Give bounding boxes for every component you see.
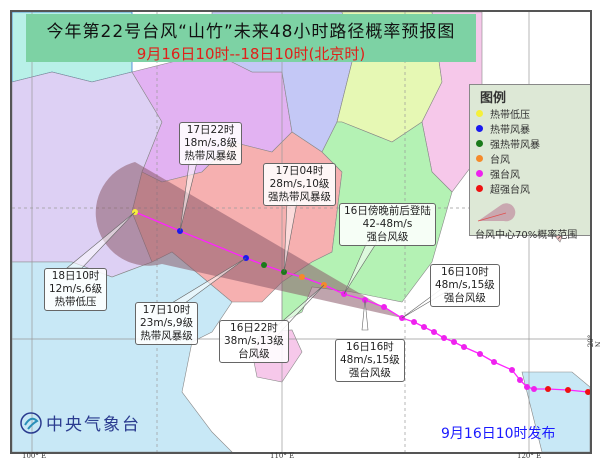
typhoon-symbol-icon xyxy=(476,140,483,147)
legend-item-label: 台风 xyxy=(490,155,510,166)
legend-item-label: 超强台风 xyxy=(490,185,530,196)
lon-label-120: 120° E xyxy=(517,452,542,460)
legend-item-label: 热带风暴 xyxy=(490,125,530,136)
label-wind: 18m/s,8级 xyxy=(184,137,238,149)
label-time: 16日傍晚前后登陆 xyxy=(344,205,431,217)
label-wind: 48m/s,15级 xyxy=(435,279,495,291)
track-point xyxy=(531,386,537,392)
track-point xyxy=(341,291,347,297)
track-point xyxy=(132,209,138,215)
track-point xyxy=(177,228,183,234)
map-frame: 今年第22号台风“山竹”未来48小时路径概率预报图 9月16日10时--18日1… xyxy=(10,10,592,454)
label-16d16h: 16日16时 48m/s,15级 强台风级 xyxy=(335,339,405,382)
label-wind: 23m/s,9级 xyxy=(140,317,194,329)
track-point xyxy=(399,315,405,321)
legend-item: 台风 xyxy=(476,151,590,166)
track-point xyxy=(321,282,327,288)
typhoon-symbol-icon xyxy=(476,185,483,192)
typhoon-symbol-icon xyxy=(476,125,483,132)
label-level: 热带风暴级 xyxy=(140,330,193,342)
label-level: 台风级 xyxy=(238,348,270,360)
label-time: 16日10时 xyxy=(441,266,489,278)
label-time: 17日04时 xyxy=(275,165,324,177)
track-point xyxy=(441,335,447,341)
label-level: 强台风级 xyxy=(443,292,486,304)
probability-cone xyxy=(95,162,402,318)
track-point xyxy=(431,329,437,335)
track-point xyxy=(517,377,523,383)
lon-label-100: 100° E xyxy=(22,452,47,460)
map-subtitle: 9月16日10时--18日10时(北京时) xyxy=(136,45,366,63)
legend-item-label: 强台风 xyxy=(490,170,520,181)
lon-label-110: 110° E xyxy=(270,452,295,460)
track-point xyxy=(509,367,515,373)
legend-title: 图例 xyxy=(480,91,507,106)
label-time: 17日22时 xyxy=(186,124,235,136)
label-level: 热带风暴级 xyxy=(184,150,237,162)
track-point xyxy=(545,386,551,392)
typhoon-symbol-icon xyxy=(476,170,483,177)
track-point xyxy=(381,304,387,310)
track-point xyxy=(524,384,530,390)
issued-time: 9月16日10时发布 xyxy=(441,426,556,442)
legend-item: 热带风暴 xyxy=(476,121,590,136)
label-level: 强台风级 xyxy=(366,231,409,243)
label-time: 16日16时 xyxy=(346,341,394,353)
cone-legend-label: 台风中心70%概率范围 xyxy=(475,230,578,241)
track-point xyxy=(491,359,497,365)
label-wind: 12m/s,6级 xyxy=(49,283,103,295)
legend-item: 强热带风暴 xyxy=(476,136,590,151)
label-16d22h: 16日22时 38m/s,13级 台风级 xyxy=(219,320,289,363)
label-wind: 42-48m/s xyxy=(362,218,413,230)
track-point xyxy=(565,387,571,393)
label-17d10h: 17日10时 23m/s,9级 热带风暴级 xyxy=(135,302,199,345)
label-time: 16日22时 xyxy=(230,322,278,334)
label-17d04h: 17日04时 28m/s,10级 强热带风暴级 xyxy=(263,163,336,206)
title-banner: 今年第22号台风“山竹”未来48小时路径概率预报图 9月16日10时--18日1… xyxy=(26,14,476,63)
track-point xyxy=(461,344,467,350)
track-point xyxy=(421,324,427,330)
label-level: 强台风级 xyxy=(348,367,391,379)
agency-name: 中央气象台 xyxy=(46,415,141,435)
label-time: 17日10时 xyxy=(142,304,191,316)
label-wind: 38m/s,13级 xyxy=(224,335,284,347)
legend-item: 热带低压 xyxy=(476,106,590,121)
lat-label-20: 20° N xyxy=(587,334,600,348)
typhoon-symbol-icon xyxy=(476,155,483,162)
region-philippines xyxy=(521,371,590,452)
label-wind: 48m/s,15级 xyxy=(340,354,400,366)
legend-item: 超强台风 xyxy=(476,181,590,196)
legend-item-label: 热带低压 xyxy=(490,110,530,121)
cma-logo: 中央气象台 xyxy=(20,410,141,435)
legend-item: 强台风 xyxy=(476,166,590,181)
label-16d10h: 16日10时 48m/s,15级 强台风级 xyxy=(430,264,500,307)
track-point xyxy=(281,269,287,275)
track-point xyxy=(477,351,483,357)
label-time: 18日10时 xyxy=(51,270,100,282)
map-title: 今年第22号台风“山竹”未来48小时路径概率预报图 xyxy=(46,22,456,42)
label-wind: 28m/s,10级 xyxy=(269,178,330,190)
track-point xyxy=(261,262,267,268)
typhoon-track xyxy=(132,209,590,395)
label-level: 强热带风暴级 xyxy=(268,191,331,203)
label-17d22h: 17日22时 18m/s,8级 热带风暴级 xyxy=(179,122,243,165)
track-point xyxy=(243,255,249,261)
label-18d10h: 18日10时 12m/s,6级 热带低压 xyxy=(44,268,108,311)
label-level: 热带低压 xyxy=(54,296,97,308)
track-point xyxy=(585,389,590,395)
cma-emblem-icon xyxy=(20,411,42,434)
typhoon-symbol-icon xyxy=(476,110,483,117)
track-point xyxy=(299,274,305,280)
cone-legend-icon xyxy=(477,203,516,222)
track-point xyxy=(451,339,457,345)
legend-item-label: 强热带风暴 xyxy=(490,140,540,151)
track-point xyxy=(362,297,368,303)
track-point xyxy=(411,319,417,325)
label-landfall: 16日傍晚前后登陆 42-48m/s 强台风级 xyxy=(339,203,436,246)
legend: 图例 热带低压热带风暴强热带风暴台风强台风超强台风 台风中心70%概率范围 xyxy=(469,84,590,241)
